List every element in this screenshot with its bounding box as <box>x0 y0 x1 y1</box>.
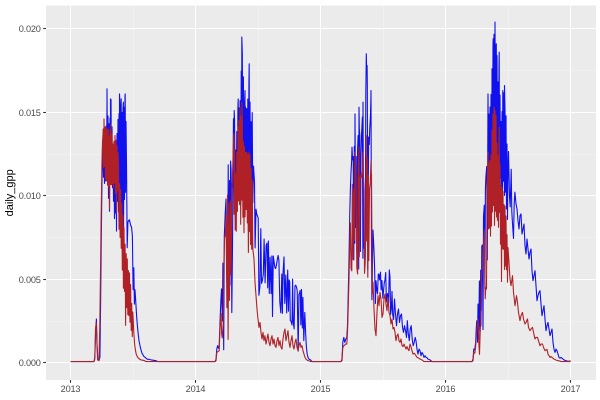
svg-text:daily_gpp: daily_gpp <box>4 169 16 216</box>
svg-text:0.005: 0.005 <box>19 275 41 285</box>
svg-text:2014: 2014 <box>186 384 206 394</box>
svg-text:0.015: 0.015 <box>19 108 41 118</box>
svg-text:0.000: 0.000 <box>19 358 41 368</box>
svg-text:2015: 2015 <box>311 384 331 394</box>
svg-text:0.010: 0.010 <box>19 191 41 201</box>
svg-text:2013: 2013 <box>61 384 81 394</box>
svg-text:0.020: 0.020 <box>19 24 41 34</box>
svg-text:2016: 2016 <box>436 384 456 394</box>
svg-text:2017: 2017 <box>561 384 581 394</box>
